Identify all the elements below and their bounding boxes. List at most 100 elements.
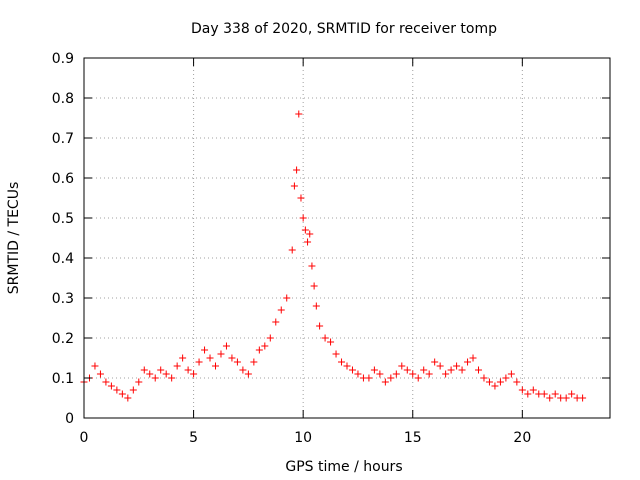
y-tick-label: 0.9: [52, 51, 74, 67]
data-point: [195, 358, 203, 366]
data-point: [546, 394, 554, 402]
data-point: [297, 194, 305, 202]
data-point: [107, 382, 115, 390]
data-point: [266, 334, 274, 342]
data-point: [568, 390, 576, 398]
data-point: [485, 378, 493, 386]
data-point: [425, 370, 433, 378]
data-point: [540, 390, 548, 398]
data-point: [304, 238, 312, 246]
data-point: [502, 374, 510, 382]
data-point: [376, 370, 384, 378]
data-point: [447, 366, 455, 374]
data-point: [206, 354, 214, 362]
data-point: [491, 382, 499, 390]
data-point: [272, 318, 280, 326]
data-point: [442, 370, 450, 378]
data-point: [310, 282, 318, 290]
data-point: [96, 370, 104, 378]
data-point: [184, 366, 192, 374]
data-point: [327, 338, 335, 346]
data-point: [524, 390, 532, 398]
y-tick-label: 0.6: [52, 171, 74, 187]
data-point: [562, 394, 570, 402]
data-point: [261, 342, 269, 350]
data-point: [403, 366, 411, 374]
data-point: [277, 306, 285, 314]
data-point: [409, 370, 417, 378]
data-point: [431, 358, 439, 366]
data-point: [301, 226, 309, 234]
data-point: [173, 362, 181, 370]
data-point: [387, 374, 395, 382]
axis-ticks: 0 0.1 0.2 0.3 0.4 0.5 0.6 0.7 0.8 0.9 0 5 10 15 20: [52, 51, 610, 446]
data-point: [513, 378, 521, 386]
data-point: [420, 366, 428, 374]
data-point: [343, 362, 351, 370]
data-point: [201, 346, 209, 354]
data-point: [233, 358, 241, 366]
data-point: [157, 366, 165, 374]
chart-title: Day 338 of 2020, SRMTID for receiver tom…: [191, 21, 497, 37]
data-point: [129, 386, 137, 394]
data-point: [295, 110, 303, 118]
data-point: [179, 354, 187, 362]
y-tick-label: 0.3: [52, 291, 74, 307]
x-tick-label: 0: [80, 430, 89, 446]
x-tick-label: 5: [189, 430, 198, 446]
y-tick-label: 0.5: [52, 211, 74, 227]
data-point: [475, 366, 482, 374]
data-point: [338, 358, 346, 366]
data-point: [217, 350, 225, 358]
data-point: [299, 214, 307, 222]
data-point: [312, 302, 320, 310]
grid-lines: [84, 58, 610, 418]
y-tick-label: 0.4: [52, 251, 74, 267]
data-point: [529, 386, 537, 394]
data-point: [381, 378, 389, 386]
data-point: [102, 378, 110, 386]
data-point: [91, 362, 99, 370]
data-point: [392, 370, 400, 378]
data-point: [212, 362, 219, 370]
y-axis-label: SRMTID / TECUs: [6, 182, 22, 295]
data-point: [507, 370, 515, 378]
data-point: [250, 358, 258, 366]
data-point: [290, 182, 298, 190]
x-axis-label: GPS time / hours: [285, 459, 402, 475]
data-point: [321, 334, 329, 342]
data-point: [162, 370, 170, 378]
data-point: [288, 246, 296, 254]
data-point: [293, 166, 301, 174]
data-points: [80, 110, 587, 402]
y-tick-label: 0.2: [52, 331, 74, 347]
data-point: [140, 366, 148, 374]
data-point: [496, 378, 504, 386]
data-point: [239, 366, 247, 374]
data-point: [244, 370, 252, 378]
data-point: [551, 390, 559, 398]
data-point: [222, 342, 230, 350]
data-point: [306, 230, 314, 238]
data-point: [518, 386, 526, 394]
data-point: [469, 354, 477, 362]
y-tick-label: 0: [65, 411, 74, 427]
data-point: [464, 358, 472, 366]
data-point: [398, 362, 406, 370]
data-point: [365, 374, 373, 382]
plot-frame: [83, 57, 611, 419]
data-point: [316, 322, 324, 330]
data-point: [370, 366, 378, 374]
data-point: [480, 374, 488, 382]
data-point: [354, 370, 362, 378]
data-point: [283, 294, 291, 302]
data-point: [453, 362, 461, 370]
data-point: [308, 262, 316, 270]
data-point: [228, 354, 236, 362]
y-tick-label: 0.1: [52, 371, 74, 387]
data-point: [190, 370, 198, 378]
data-point: [113, 386, 121, 394]
data-point: [135, 378, 143, 386]
